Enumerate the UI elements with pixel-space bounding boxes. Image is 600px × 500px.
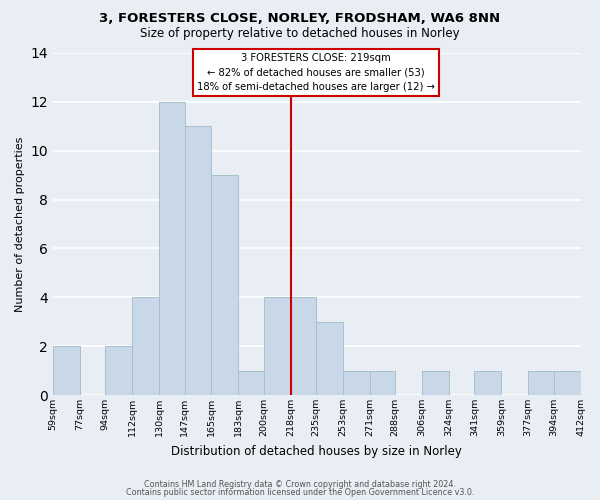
Bar [290,298,316,395]
Bar [53,346,80,395]
Bar [238,370,264,395]
Bar [185,126,211,395]
Text: 3, FORESTERS CLOSE, NORLEY, FRODSHAM, WA6 8NN: 3, FORESTERS CLOSE, NORLEY, FRODSHAM, WA… [100,12,500,26]
Text: Size of property relative to detached houses in Norley: Size of property relative to detached ho… [140,28,460,40]
Bar [370,370,395,395]
Bar [106,346,132,395]
Bar [159,102,185,395]
Text: Contains public sector information licensed under the Open Government Licence v3: Contains public sector information licen… [126,488,474,497]
X-axis label: Distribution of detached houses by size in Norley: Distribution of detached houses by size … [172,444,462,458]
Bar [422,370,449,395]
Bar [528,370,554,395]
Bar [264,298,290,395]
Text: Contains HM Land Registry data © Crown copyright and database right 2024.: Contains HM Land Registry data © Crown c… [144,480,456,489]
Bar [132,298,159,395]
Bar [554,370,581,395]
Text: 3 FORESTERS CLOSE: 219sqm
← 82% of detached houses are smaller (53)
18% of semi-: 3 FORESTERS CLOSE: 219sqm ← 82% of detac… [197,52,435,92]
Bar [316,322,343,395]
Bar [475,370,502,395]
Bar [343,370,370,395]
Y-axis label: Number of detached properties: Number of detached properties [15,136,25,312]
Bar [211,175,238,395]
